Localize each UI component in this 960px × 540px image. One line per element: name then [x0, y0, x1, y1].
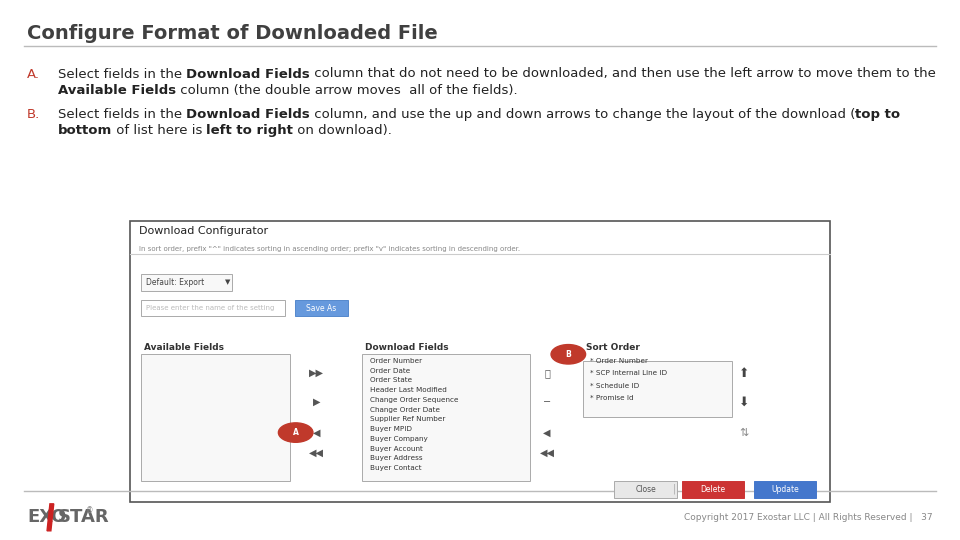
Text: column that do not need to be downloaded, and then use the left arrow to move th: column that do not need to be downloaded…: [310, 68, 936, 80]
Text: ◀: ◀: [313, 428, 321, 437]
Text: Update: Update: [771, 485, 799, 494]
Text: Header Last Modified: Header Last Modified: [370, 387, 446, 393]
Text: ◀◀: ◀◀: [309, 448, 324, 458]
FancyBboxPatch shape: [141, 274, 232, 291]
Text: on download).: on download).: [294, 124, 393, 137]
FancyBboxPatch shape: [141, 300, 285, 316]
Text: B: B: [565, 350, 571, 359]
Text: Buyer Address: Buyer Address: [370, 455, 422, 461]
Text: Close: Close: [636, 485, 656, 494]
Text: Copyright 2017 Exostar LLC | All Rights Reserved |   37: Copyright 2017 Exostar LLC | All Rights …: [684, 513, 933, 522]
Text: ◀◀: ◀◀: [540, 448, 555, 458]
FancyBboxPatch shape: [130, 221, 830, 502]
Text: of list here is: of list here is: [112, 124, 206, 137]
Text: column, and use the up and down arrows to change the layout of the download (: column, and use the up and down arrows t…: [310, 108, 855, 121]
FancyBboxPatch shape: [754, 481, 816, 498]
Text: Order Date: Order Date: [370, 368, 410, 374]
Text: ＋: ＋: [544, 368, 550, 378]
Text: Select fields in the: Select fields in the: [58, 68, 186, 80]
Text: ▶▶: ▶▶: [309, 368, 324, 378]
Text: EX: EX: [27, 508, 53, 526]
Text: STAR: STAR: [58, 508, 109, 526]
Text: ⬇: ⬇: [739, 396, 749, 409]
Text: Please enter the name of the setting: Please enter the name of the setting: [146, 305, 275, 310]
Text: B.: B.: [27, 108, 40, 121]
Text: Available Fields: Available Fields: [144, 343, 224, 353]
Text: O: O: [50, 508, 65, 526]
FancyBboxPatch shape: [141, 354, 290, 481]
FancyBboxPatch shape: [614, 481, 677, 498]
FancyBboxPatch shape: [362, 354, 530, 481]
Text: left to right: left to right: [206, 124, 294, 137]
Text: Download Fields: Download Fields: [186, 68, 310, 80]
Text: Order Number: Order Number: [370, 358, 421, 364]
FancyBboxPatch shape: [583, 361, 732, 417]
Text: Order State: Order State: [370, 377, 412, 383]
Text: * SCP Internal Line ID: * SCP Internal Line ID: [590, 370, 667, 376]
Text: −: −: [543, 397, 551, 407]
Text: Available Fields: Available Fields: [58, 84, 176, 97]
Text: ®: ®: [86, 507, 94, 516]
Text: top to: top to: [855, 108, 900, 121]
Text: Buyer MPID: Buyer MPID: [370, 426, 412, 432]
Text: Supplier Ref Number: Supplier Ref Number: [370, 416, 445, 422]
Text: Buyer Account: Buyer Account: [370, 446, 422, 451]
Text: Download Configurator: Download Configurator: [139, 226, 269, 236]
Text: ▶: ▶: [313, 397, 321, 407]
Text: * Promise Id: * Promise Id: [590, 395, 634, 401]
Text: Buyer Contact: Buyer Contact: [370, 465, 421, 471]
Text: ◀: ◀: [543, 428, 551, 437]
Text: |: |: [672, 484, 676, 495]
Circle shape: [278, 423, 313, 442]
Text: ⇅: ⇅: [739, 428, 749, 437]
Circle shape: [551, 345, 586, 364]
Text: Buyer Company: Buyer Company: [370, 436, 427, 442]
Text: Save As: Save As: [306, 304, 336, 313]
Text: Change Order Date: Change Order Date: [370, 407, 440, 413]
FancyBboxPatch shape: [682, 481, 744, 498]
Text: Configure Format of Downloaded File: Configure Format of Downloaded File: [27, 24, 438, 43]
Text: column (the double arrow moves  all of the fields).: column (the double arrow moves all of th…: [176, 84, 517, 97]
Text: ▼: ▼: [225, 279, 230, 286]
FancyBboxPatch shape: [295, 300, 348, 316]
Text: A: A: [293, 428, 299, 437]
Text: * Order Number: * Order Number: [590, 357, 648, 363]
Text: Sort Order: Sort Order: [586, 343, 639, 353]
Text: Download Fields: Download Fields: [365, 343, 448, 353]
Text: * Schedule ID: * Schedule ID: [590, 383, 639, 389]
Text: ⬆: ⬆: [739, 367, 749, 380]
Text: In sort order, prefix "^" indicates sorting in ascending order; prefix "v" indic: In sort order, prefix "^" indicates sort…: [139, 246, 520, 252]
Text: A.: A.: [27, 68, 40, 80]
Text: bottom: bottom: [58, 124, 112, 137]
Polygon shape: [47, 504, 54, 531]
Text: Download Fields: Download Fields: [186, 108, 310, 121]
Text: Select fields in the: Select fields in the: [58, 108, 186, 121]
Text: Default: Export: Default: Export: [146, 278, 204, 287]
Text: Delete: Delete: [700, 485, 726, 494]
Text: Change Order Sequence: Change Order Sequence: [370, 397, 458, 403]
